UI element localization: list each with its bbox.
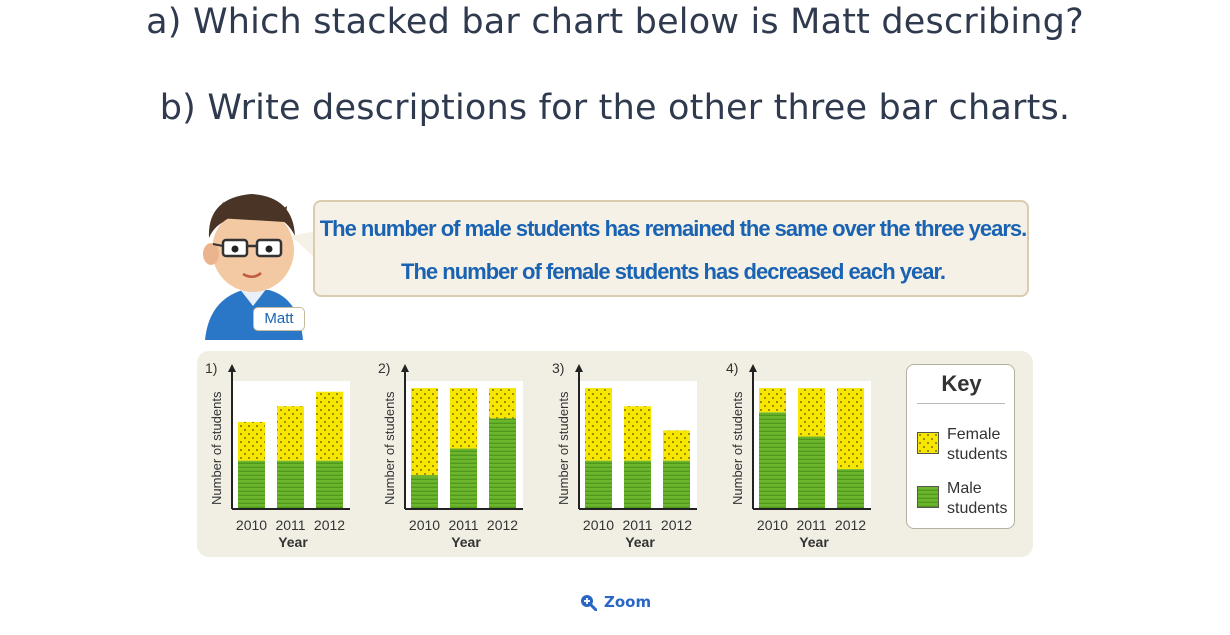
bar-female-segment	[316, 391, 343, 461]
bar-female-segment	[624, 406, 651, 461]
y-axis-arrow	[749, 364, 757, 372]
matt-name-tag: Matt	[253, 307, 305, 331]
bar-male-segment	[585, 460, 612, 509]
y-axis-label: Number of students	[556, 391, 571, 505]
female-swatch	[917, 432, 939, 454]
bar-male-segment	[316, 460, 343, 509]
chart-number: 3)	[552, 360, 564, 376]
chart-number: 2)	[378, 360, 390, 376]
matt-character-image	[203, 194, 313, 340]
male-swatch	[917, 486, 939, 508]
x-tick-label: 2012	[661, 517, 692, 533]
zoom-label: Zoom	[604, 593, 652, 611]
male-label: Male students	[947, 480, 1008, 517]
bar-male-segment	[450, 448, 477, 509]
bar-female-segment	[798, 388, 825, 437]
chart-number: 1)	[205, 360, 217, 376]
question-a: a) Which stacked bar chart below is Matt…	[146, 2, 1084, 42]
bar-male-segment	[238, 460, 265, 509]
x-tick-label: 2010	[409, 517, 440, 533]
speech-bubble: The number of male students has remained…	[313, 200, 1029, 297]
x-tick-label: 2011	[622, 517, 652, 533]
magnifier-plus-icon	[581, 594, 597, 611]
bar-female-segment	[277, 406, 304, 461]
x-tick-label: 2012	[314, 517, 345, 533]
x-tick-label: 2011	[448, 517, 478, 533]
y-axis-arrow	[575, 364, 583, 372]
y-axis-arrow	[228, 364, 236, 372]
key-divider	[917, 403, 1005, 404]
x-axis-label: Year	[625, 534, 655, 550]
y-axis-label: Number of students	[730, 391, 745, 505]
chart-number: 4)	[726, 360, 738, 376]
bar-male-segment	[759, 412, 786, 509]
zoom-button[interactable]: Zoom	[580, 593, 651, 611]
bar-female-segment	[489, 388, 516, 419]
x-tick-label: 2011	[796, 517, 826, 533]
x-tick-label: 2012	[487, 517, 518, 533]
bar-male-segment	[489, 418, 516, 509]
x-axis-label: Year	[278, 534, 308, 550]
bar-male-segment	[624, 460, 651, 509]
female-label: Female students	[947, 426, 1008, 463]
key-title: Key	[941, 371, 982, 396]
speech-line-2: The number of female students has decrea…	[401, 259, 946, 284]
legend-key: Key Female students Male students	[906, 364, 1015, 529]
bar-female-segment	[759, 388, 786, 413]
bar-male-segment	[411, 475, 438, 509]
y-axis-label: Number of students	[382, 391, 397, 505]
stacked-bar-charts-figure: Matt The number of male students has rem…	[195, 188, 1035, 560]
x-tick-label: 2010	[757, 517, 788, 533]
y-axis-label: Number of students	[209, 391, 224, 505]
bar-male-segment	[798, 436, 825, 509]
x-axis-label: Year	[799, 534, 829, 550]
bar-female-segment	[663, 430, 690, 461]
bar-female-segment	[450, 388, 477, 449]
bar-male-segment	[837, 469, 864, 509]
bar-male-segment	[277, 460, 304, 509]
bar-female-segment	[411, 388, 438, 476]
x-tick-label: 2011	[275, 517, 305, 533]
x-tick-label: 2010	[236, 517, 267, 533]
x-tick-label: 2010	[583, 517, 614, 533]
x-tick-label: 2012	[835, 517, 866, 533]
charts-svg: 1) Number of students 2010 2011 2012 Year 2) Nu…	[205, 360, 871, 550]
y-axis-arrow	[401, 364, 409, 372]
bar-male-segment	[663, 460, 690, 509]
speech-line-1: The number of male students has remained…	[319, 216, 1028, 241]
question-b: b) Write descriptions for the other thre…	[159, 88, 1071, 128]
bar-female-segment	[837, 388, 864, 470]
x-axis-label: Year	[451, 534, 481, 550]
bar-female-segment	[585, 388, 612, 461]
bar-female-segment	[238, 421, 265, 461]
